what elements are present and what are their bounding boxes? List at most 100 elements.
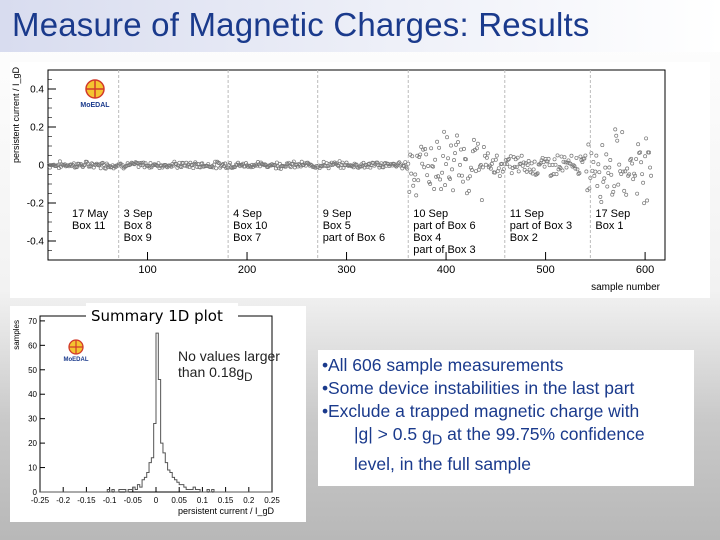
- scatter-point: [592, 173, 597, 178]
- scatter-point: [554, 172, 559, 177]
- scatter-point: [577, 171, 582, 176]
- scatter-point: [606, 171, 611, 175]
- scatter-point: [493, 157, 498, 162]
- scatter-point: [431, 164, 436, 169]
- scatter-point: [308, 162, 313, 167]
- scatter-point: [515, 155, 520, 160]
- scatter-point: [465, 191, 469, 196]
- histogram-y-tick-label: 50: [28, 366, 37, 375]
- scatter-point: [642, 201, 647, 206]
- scatter-point: [422, 165, 427, 170]
- scatter-point: [532, 159, 537, 164]
- scatter-point: [627, 172, 632, 177]
- scatter-y-tick-label: -0.4: [27, 237, 45, 248]
- scatter-point: [403, 160, 408, 165]
- scatter-point: [55, 163, 59, 168]
- scatter-point: [469, 168, 474, 172]
- scatter-point: [172, 159, 177, 164]
- bullet-text: Exclude a trapped magnetic charge with: [328, 401, 640, 421]
- scatter-point: [514, 165, 519, 170]
- scatter-point: [649, 173, 654, 178]
- scatter-point: [630, 161, 635, 166]
- scatter-point: [595, 184, 600, 188]
- scatter-point: [504, 162, 509, 167]
- scatter-point: [464, 157, 468, 162]
- scatter-point: [520, 163, 525, 168]
- scatter-x-tick-label: 100: [138, 264, 156, 276]
- scatter-point: [497, 174, 502, 179]
- scatter-x-tick-label: 600: [636, 264, 654, 276]
- scatter-point: [605, 184, 610, 189]
- histogram-x-tick-label: -0.05: [124, 496, 143, 505]
- scatter-annotation-box: Box 8: [124, 220, 152, 232]
- scatter-point: [506, 157, 511, 162]
- scatter-point: [625, 166, 630, 171]
- scatter-point: [321, 159, 326, 164]
- scatter-annotation-box: part of Box 3: [413, 244, 475, 256]
- bullet-item: •All 606 sample measurements: [322, 355, 564, 375]
- scatter-x-tick-label: 400: [437, 264, 455, 276]
- scatter-point: [531, 167, 536, 172]
- scatter-point: [276, 166, 281, 171]
- scatter-point: [589, 151, 594, 156]
- scatter-point: [57, 159, 62, 164]
- scatter-point: [451, 188, 455, 193]
- scatter-point: [562, 155, 567, 160]
- scatter-point: [290, 161, 295, 166]
- scatter-point: [217, 161, 222, 166]
- scatter-point: [147, 165, 152, 170]
- scatter-point: [629, 156, 634, 161]
- moedal-logo-small-icon: MoEDAL: [64, 339, 89, 363]
- scatter-x-tick-label: 300: [337, 264, 355, 276]
- scatter-point: [352, 161, 357, 166]
- scatter-point: [473, 169, 478, 174]
- scatter-point: [376, 163, 381, 168]
- scatter-point: [442, 129, 447, 134]
- histogram-y-tick-label: 20: [28, 439, 37, 448]
- scatter-point: [277, 161, 282, 166]
- scatter-point: [435, 139, 440, 144]
- scatter-point: [428, 181, 433, 186]
- histogram-x-tick-label: 0.2: [243, 496, 255, 505]
- scatter-point: [483, 162, 488, 167]
- histogram-x-tick-label: -0.2: [56, 496, 70, 505]
- scatter-point: [644, 136, 649, 141]
- note-subscript: D: [244, 370, 253, 384]
- scatter-point: [475, 141, 480, 146]
- scatter-point: [462, 146, 466, 151]
- scatter-point: [586, 142, 591, 147]
- scatter-point: [599, 200, 604, 204]
- scatter-point: [340, 160, 345, 165]
- scatter-point: [444, 162, 449, 167]
- scatter-point: [141, 160, 146, 165]
- scatter-x-tick-label: 200: [238, 264, 256, 276]
- scatter-point: [452, 158, 456, 163]
- histogram-note: No values larger than 0.18gD: [178, 348, 302, 386]
- scatter-point: [191, 166, 196, 171]
- scatter-point: [335, 163, 340, 168]
- scatter-point: [454, 142, 458, 147]
- scatter-point: [523, 161, 528, 166]
- scatter-point: [574, 155, 579, 160]
- scatter-point: [461, 179, 465, 184]
- scatter-point: [266, 164, 271, 168]
- scatter-point: [593, 169, 598, 174]
- scatter-point: [604, 152, 609, 157]
- scatter-point: [223, 161, 228, 166]
- scatter-point: [348, 163, 353, 168]
- histogram-y-tick-label: 0: [33, 488, 38, 497]
- scatter-point: [152, 162, 157, 167]
- scatter-point: [96, 163, 101, 168]
- scatter-point: [622, 188, 627, 193]
- scatter-point: [97, 162, 102, 167]
- histogram-y-tick-label: 70: [28, 317, 37, 326]
- scatter-point: [512, 164, 517, 169]
- scatter-point: [265, 165, 270, 170]
- scatter-point: [521, 160, 526, 165]
- scatter-point: [393, 163, 398, 168]
- scatter-point: [209, 165, 214, 170]
- bullet-item: •Some device instabilities in the last p…: [322, 378, 635, 398]
- scatter-point: [553, 162, 558, 167]
- scatter-point: [453, 151, 457, 156]
